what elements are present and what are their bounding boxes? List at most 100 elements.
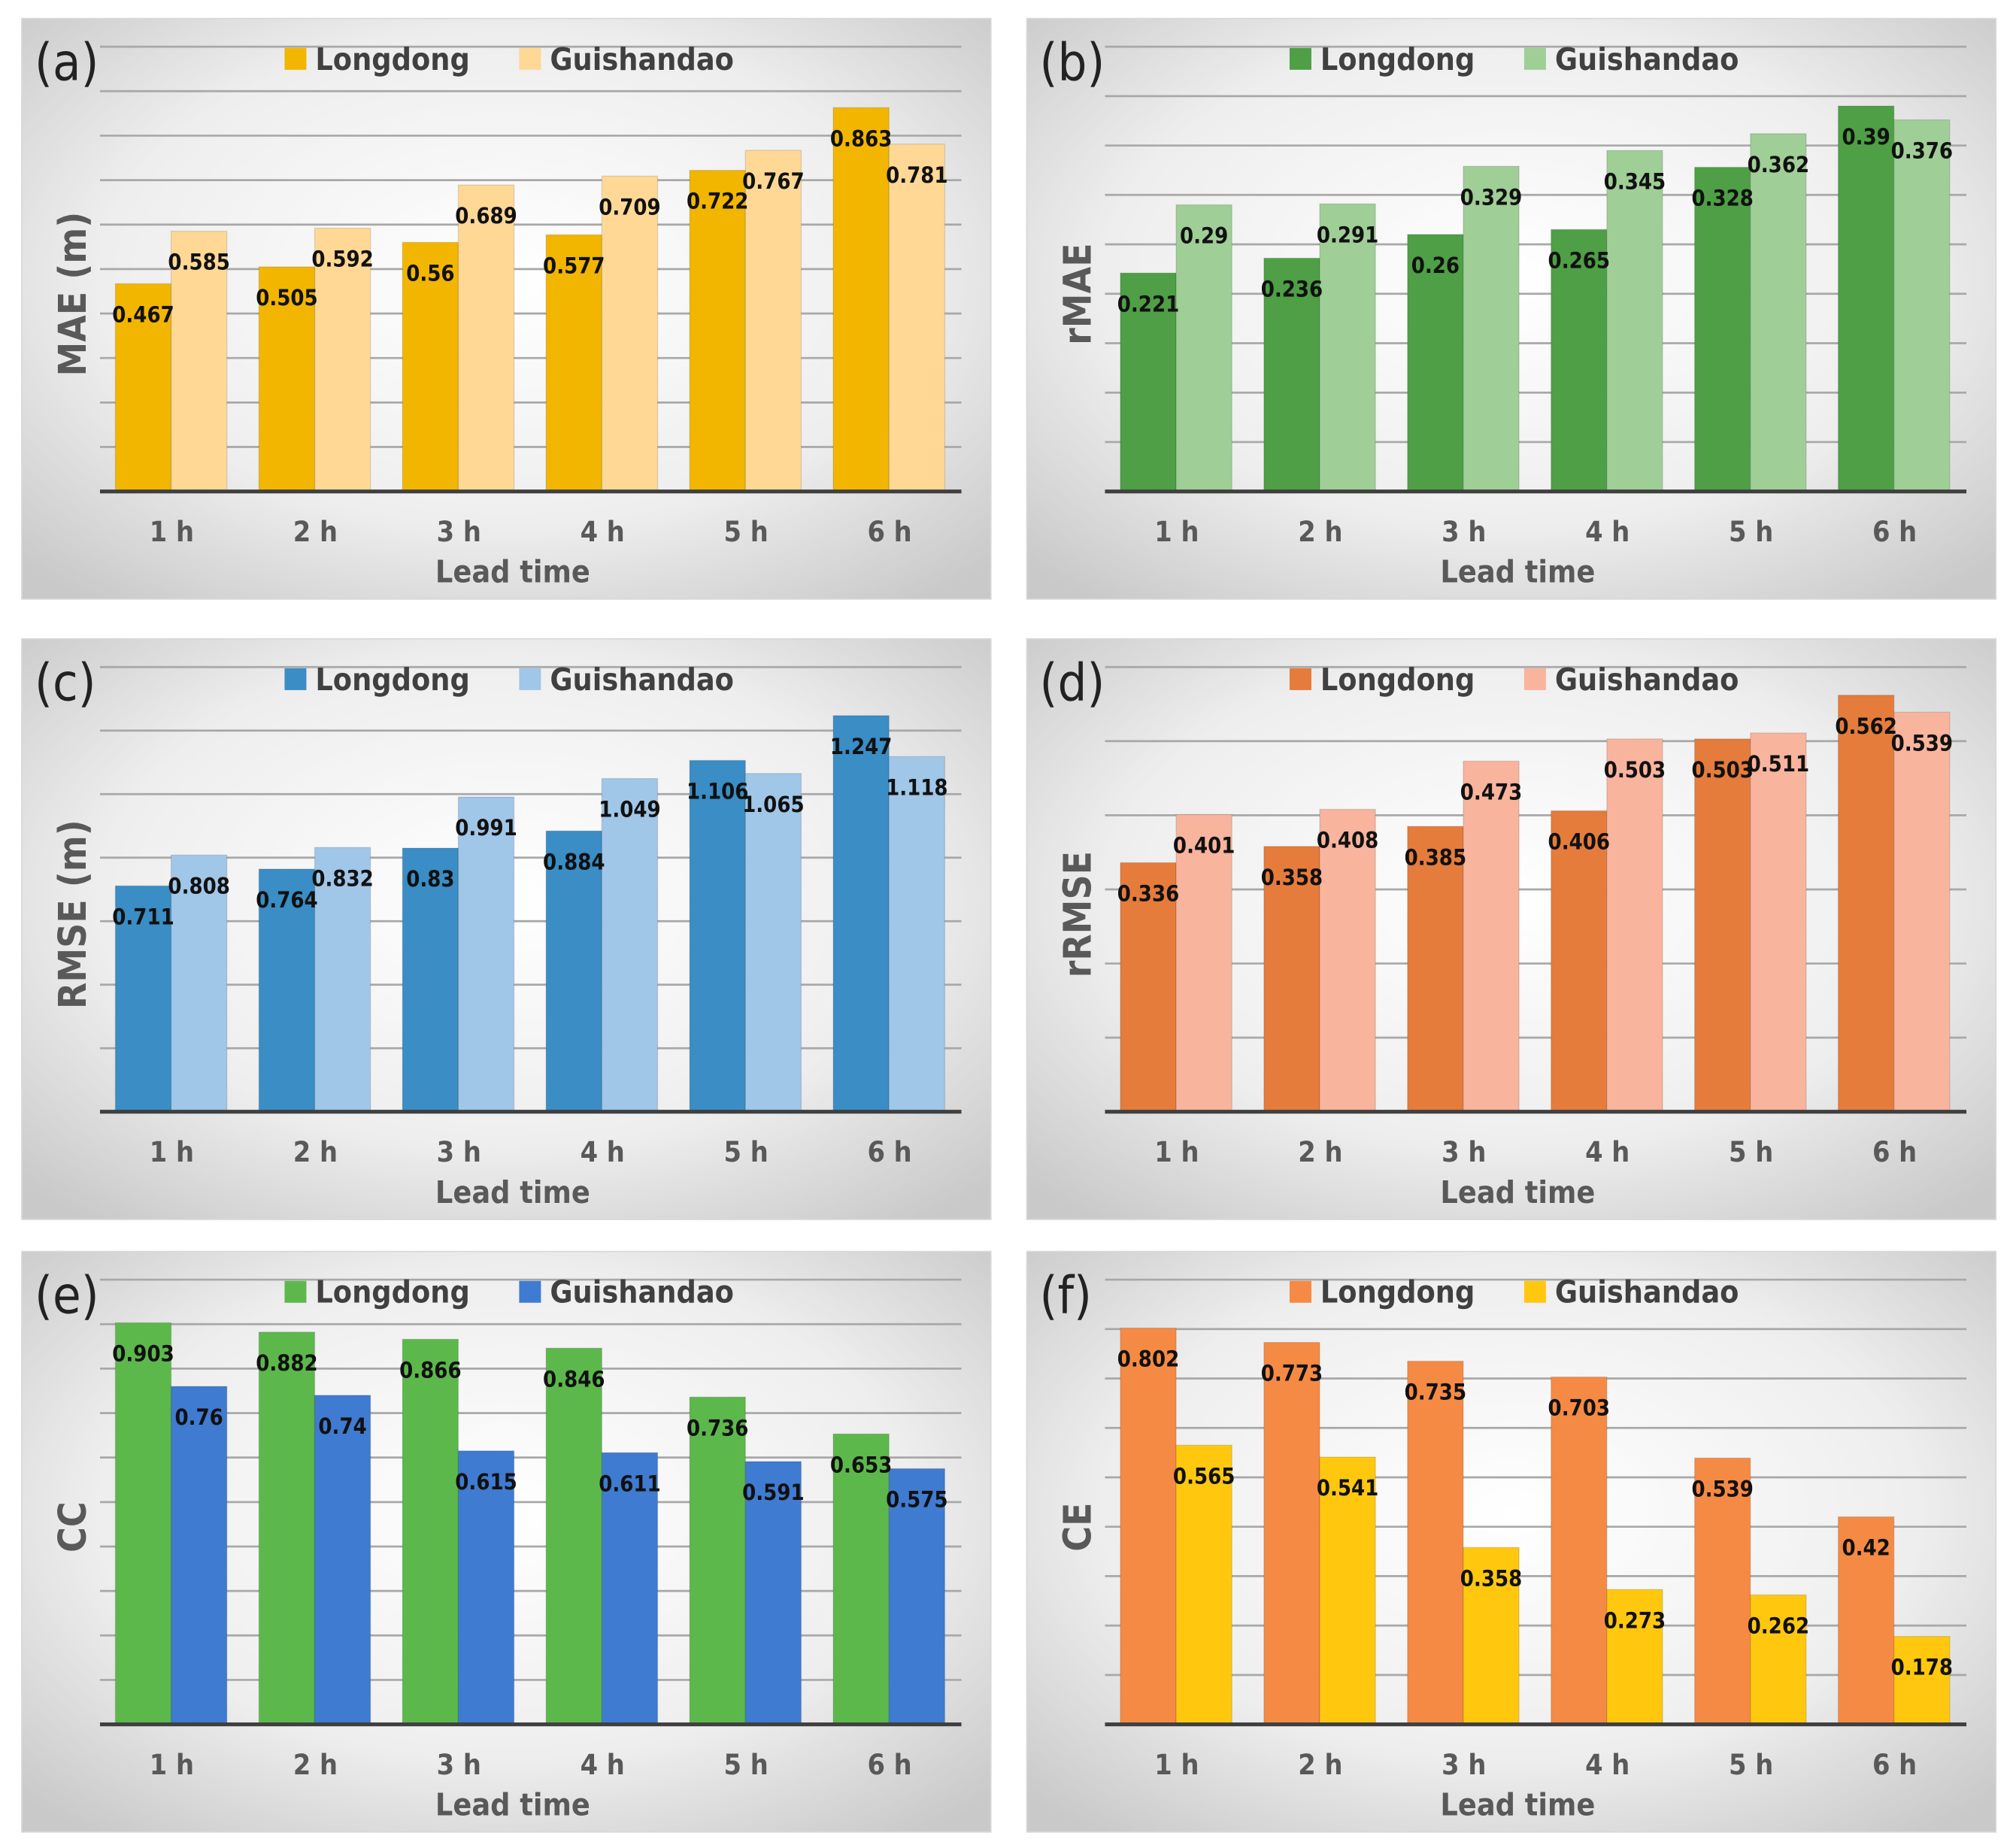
panel-label: (e) <box>35 1266 99 1325</box>
y-axis-title: RMSE (m) <box>51 819 95 1009</box>
bar-longdong <box>1693 1457 1751 1725</box>
data-label: 0.39 <box>1842 124 1890 150</box>
legend-swatch-guishandao <box>1523 668 1546 690</box>
x-tick-label: 1 h <box>150 515 194 548</box>
chart-panel-b: 0.221 0.236 0.26 0.265 0.328 0.39 0.29 0.291 0.3… <box>1026 17 1997 600</box>
data-label: 0.802 <box>1117 1347 1179 1372</box>
bar-guishandao <box>457 1450 515 1725</box>
bar-longdong <box>1837 105 1895 492</box>
y-axis-title: rMAE <box>1057 243 1101 345</box>
x-tick-label: 2 h <box>1298 1135 1342 1168</box>
data-label: 0.505 <box>256 285 317 311</box>
x-tick-label: 6 h <box>1872 1135 1917 1168</box>
bar-guishandao <box>744 150 802 492</box>
x-tick-label: 2 h <box>1298 515 1342 548</box>
bar-longdong <box>402 1338 459 1725</box>
data-label: 1.049 <box>599 797 660 823</box>
data-label: 0.585 <box>168 250 229 275</box>
bar-guishandao <box>744 773 802 1113</box>
bar-guishandao <box>314 1395 371 1725</box>
legend-label: Longdong <box>1320 662 1475 698</box>
bar-guishandao <box>1606 150 1663 492</box>
x-tick-label: 6 h <box>867 1748 911 1781</box>
x-tick-label: 5 h <box>1729 1135 1773 1168</box>
x-tick-label: 5 h <box>724 1135 769 1168</box>
legend-label: Guishandao <box>550 662 734 698</box>
data-label: 0.336 <box>1117 881 1179 907</box>
bar-longdong <box>1551 229 1608 492</box>
data-label: 0.541 <box>1317 1475 1378 1501</box>
chart-panel-f: 0.802 0.773 0.735 0.703 0.539 0.42 0.565 0.541 0… <box>1026 1250 1997 1833</box>
legend-label: Guishandao <box>550 41 734 77</box>
y-axis-title: MAE (m) <box>51 212 95 377</box>
bar-longdong <box>402 847 459 1113</box>
data-label: 0.76 <box>175 1404 223 1430</box>
x-tick-label: 1 h <box>1154 1748 1199 1781</box>
legend-label: Longdong <box>315 41 469 77</box>
data-label: 0.467 <box>112 302 174 328</box>
data-label: 0.178 <box>1891 1655 1953 1680</box>
data-label: 0.362 <box>1748 152 1809 177</box>
data-label: 0.884 <box>543 849 605 874</box>
bar-longdong <box>689 169 746 492</box>
data-label: 0.991 <box>455 815 517 841</box>
data-label: 0.406 <box>1548 829 1610 855</box>
x-tick-label: 1 h <box>150 1748 194 1781</box>
bar-guishandao <box>457 796 515 1113</box>
bar-longdong <box>689 1396 746 1725</box>
panel-label: (a) <box>35 33 99 92</box>
legend-swatch-guishandao <box>519 47 541 70</box>
data-label: 0.735 <box>1405 1380 1466 1405</box>
legend-swatch-guishandao <box>519 668 541 690</box>
data-label: 0.376 <box>1891 138 1953 164</box>
bar-guishandao <box>170 230 228 492</box>
bar-longdong <box>114 885 172 1113</box>
x-tick-label: 3 h <box>1442 1748 1486 1781</box>
bar-guishandao <box>314 227 371 492</box>
data-label: 0.273 <box>1604 1607 1666 1633</box>
data-label: 0.736 <box>687 1415 748 1441</box>
bar-guishandao <box>170 854 228 1113</box>
panel-label: (c) <box>35 654 96 713</box>
data-label: 0.265 <box>1548 247 1610 273</box>
data-label: 0.29 <box>1180 223 1228 249</box>
bar-longdong <box>1120 1327 1177 1725</box>
data-label: 0.236 <box>1261 277 1323 302</box>
data-label: 0.83 <box>406 866 454 892</box>
data-label: 1.106 <box>687 779 748 804</box>
bar-longdong <box>832 107 890 492</box>
bar-guishandao <box>888 1468 946 1725</box>
chart-panel-c: 0.711 0.764 0.83 0.884 1.106 1.247 0.808 0.832 0… <box>21 638 992 1220</box>
bar-guishandao <box>1319 808 1376 1113</box>
data-label: 0.74 <box>318 1413 366 1439</box>
data-label: 0.882 <box>256 1350 317 1376</box>
chart-panel-d: 0.336 0.358 0.385 0.406 0.503 0.562 0.401 0.408… <box>1026 638 1997 1220</box>
bar-longdong <box>689 759 746 1113</box>
panel-label: (f) <box>1040 1266 1092 1325</box>
bar-guishandao <box>314 847 371 1113</box>
bar-guishandao <box>1463 1547 1520 1725</box>
bar-guishandao <box>1463 165 1520 492</box>
chart-panel-a: 0.467 0.505 0.56 0.577 0.722 0.863 0.585 0.592 0… <box>21 17 992 600</box>
data-label: 0.689 <box>455 203 517 229</box>
x-tick-label: 1 h <box>150 1135 194 1168</box>
bar-guishandao <box>457 184 515 492</box>
x-axis-title: Lead time <box>1440 554 1595 590</box>
data-label: 0.863 <box>830 126 892 151</box>
bar-guishandao <box>1606 738 1663 1113</box>
bar-guishandao <box>888 756 946 1113</box>
bar-guishandao <box>1463 760 1520 1113</box>
data-label: 0.591 <box>742 1480 804 1505</box>
x-tick-label: 4 h <box>1585 515 1630 548</box>
legend-swatch-guishandao <box>1523 47 1546 70</box>
bar-longdong <box>1551 1376 1608 1725</box>
legend-label: Guishandao <box>1555 1274 1739 1310</box>
data-label: 0.385 <box>1405 844 1466 870</box>
data-label: 1.065 <box>742 792 804 817</box>
bar-guishandao <box>1750 1594 1807 1725</box>
data-label: 0.866 <box>399 1357 461 1383</box>
bar-longdong <box>545 234 603 492</box>
data-label: 0.345 <box>1604 168 1666 194</box>
